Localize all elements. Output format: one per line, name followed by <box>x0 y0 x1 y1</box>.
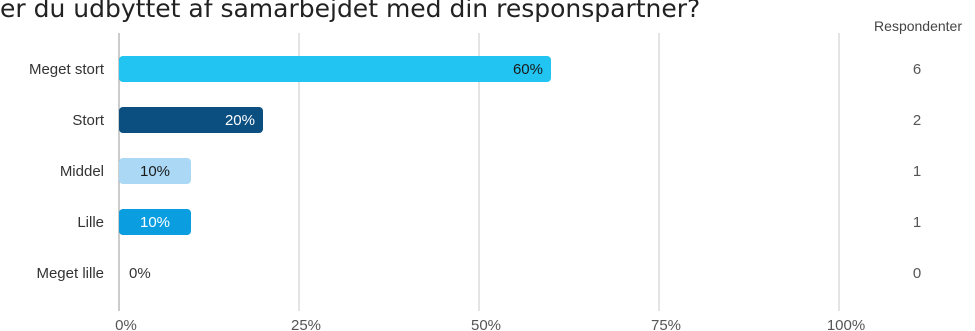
category-label: Lille <box>77 214 104 231</box>
bar <box>119 209 191 235</box>
category-label: Meget lille <box>36 265 104 282</box>
x-tick-label: 0% <box>115 317 137 331</box>
x-tick-label: 25% <box>291 317 321 331</box>
data-label: 10% <box>140 214 170 231</box>
data-label: 60% <box>513 61 543 78</box>
chart-title: er du udbyttet af samarbejdet med din re… <box>0 0 700 23</box>
x-tick-label: 75% <box>651 317 681 331</box>
counts-header: Respondenter <box>874 18 962 34</box>
data-label: 20% <box>225 112 255 129</box>
category-label: Middel <box>60 163 104 180</box>
bar <box>119 56 551 82</box>
bar <box>119 107 263 133</box>
data-label: 0% <box>129 265 151 282</box>
x-tick-label: 50% <box>471 317 501 331</box>
respondent-count: 2 <box>913 112 921 129</box>
respondent-count: 1 <box>913 214 921 231</box>
respondent-count: 6 <box>913 61 921 78</box>
bar <box>119 158 191 184</box>
data-label: 10% <box>140 163 170 180</box>
category-label: Meget stort <box>29 61 105 78</box>
category-label: Stort <box>72 112 105 129</box>
respondent-count: 0 <box>913 265 921 282</box>
x-tick-label: 100% <box>827 317 865 331</box>
bars <box>119 56 551 235</box>
respondent-count: 1 <box>913 163 921 180</box>
